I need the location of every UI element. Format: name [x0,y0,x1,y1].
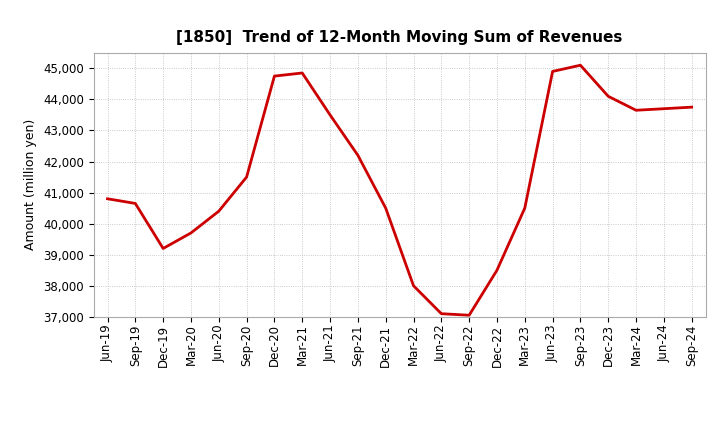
Title: [1850]  Trend of 12-Month Moving Sum of Revenues: [1850] Trend of 12-Month Moving Sum of R… [176,29,623,45]
Y-axis label: Amount (million yen): Amount (million yen) [24,119,37,250]
